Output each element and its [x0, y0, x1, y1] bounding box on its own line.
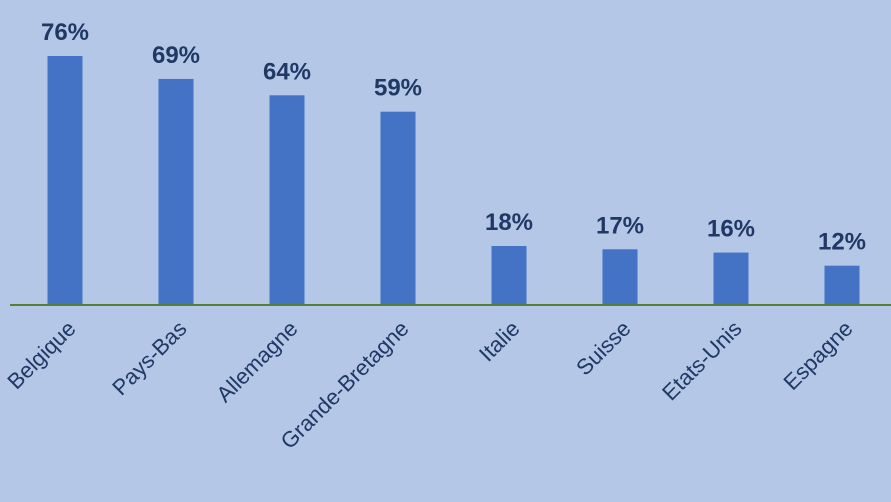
bar-value-label: 59% [374, 75, 422, 102]
bar [602, 249, 638, 305]
bar-value-label: 76% [41, 19, 89, 46]
bar [824, 265, 860, 305]
bar [491, 246, 527, 305]
bar [269, 95, 305, 305]
bar-value-label: 64% [263, 58, 311, 85]
bar-value-label: 69% [152, 42, 200, 69]
data-labels: 76% 69% 64% 59% 18% 17% 16% 12% [41, 19, 866, 256]
bar-value-label: 16% [707, 216, 755, 243]
bar [158, 78, 194, 306]
bar [47, 56, 83, 305]
bar-value-label: 12% [818, 229, 866, 256]
bar-value-label: 18% [485, 209, 533, 236]
bar [380, 111, 416, 306]
bars [47, 56, 860, 306]
bar [713, 252, 749, 305]
bar-value-label: 17% [596, 212, 644, 239]
